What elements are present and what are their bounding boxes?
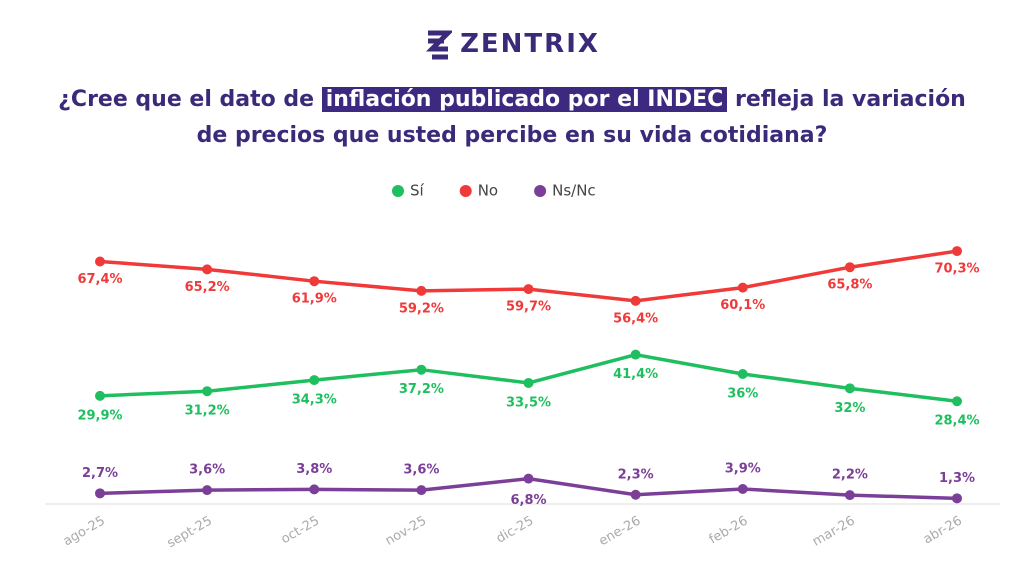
x-tick-label: ago-25 — [61, 514, 108, 550]
data-label: 65,8% — [827, 278, 872, 293]
data-point — [737, 282, 748, 293]
data-label: 2,7% — [82, 466, 118, 481]
data-label: 3,6% — [189, 463, 225, 478]
legend-marker — [459, 185, 472, 197]
data-label: 33,5% — [506, 395, 551, 410]
series-line — [99, 352, 958, 403]
data-point — [523, 284, 534, 295]
data-label: 6,8% — [510, 493, 546, 508]
data-label: 60,1% — [720, 298, 765, 313]
data-point — [844, 490, 855, 501]
data-label: 65,2% — [185, 280, 230, 295]
x-tick-label: mar-26 — [810, 514, 858, 550]
data-point — [95, 488, 105, 499]
data-label: 31,2% — [185, 404, 230, 419]
data-point — [309, 375, 320, 386]
x-tick-label: feb-26 — [707, 514, 751, 548]
data-label: 32% — [834, 401, 865, 416]
title-text: refleja la variación — [734, 87, 966, 112]
logo — [426, 30, 453, 60]
x-tick-label: oct-25 — [279, 514, 322, 548]
data-label: 3,8% — [296, 462, 332, 477]
data-point — [309, 276, 320, 287]
title-text: de precios que usted percibe en su vida … — [196, 123, 828, 148]
data-point — [202, 264, 213, 275]
chart-title: ¿Cree que el dato de inflación publicado… — [0, 82, 1024, 154]
legend-marker — [534, 185, 547, 197]
data-label: 29,9% — [77, 408, 122, 423]
data-label: 34,3% — [292, 393, 337, 408]
legend-label: Ns/Nc — [552, 182, 596, 200]
data-label: 2,2% — [832, 468, 868, 483]
data-point — [844, 383, 855, 394]
data-label: 3,6% — [403, 463, 439, 478]
data-point — [309, 484, 320, 495]
data-label: 37,2% — [399, 382, 444, 397]
data-point — [952, 396, 962, 407]
data-label: 1,3% — [939, 471, 975, 486]
data-label: 59,7% — [506, 300, 551, 315]
x-tick-label: ene-26 — [596, 514, 643, 550]
data-point — [95, 256, 105, 267]
data-point — [844, 262, 855, 273]
data-point — [523, 473, 534, 484]
data-label: 59,2% — [399, 301, 444, 316]
data-point — [630, 295, 641, 306]
brand-name: ZENTRIX — [460, 29, 600, 59]
legend-marker — [392, 185, 404, 197]
data-label: 28,4% — [934, 414, 979, 429]
data-point — [952, 246, 962, 257]
data-label: 56,4% — [613, 311, 658, 326]
data-label: 3,9% — [725, 462, 761, 477]
data-point — [523, 377, 534, 388]
header: ZENTRIX ¿Cree que el dato de inflación p… — [0, 0, 1024, 154]
legend-label: No — [478, 182, 498, 200]
brand: ZENTRIX — [0, 26, 1024, 62]
data-label: 61,9% — [292, 292, 337, 307]
x-tick-label: abr-26 — [921, 514, 965, 548]
data-point — [416, 485, 427, 496]
data-point — [630, 489, 641, 500]
data-point — [737, 484, 748, 495]
data-point — [630, 349, 641, 360]
title-highlight: inflación publicado por el INDEC — [321, 87, 728, 112]
data-label: 70,3% — [934, 262, 979, 277]
data-label: 41,4% — [613, 367, 658, 382]
x-tick-label: dic-25 — [494, 514, 536, 547]
data-point — [202, 485, 213, 496]
x-tick-label: nov-25 — [383, 514, 429, 549]
data-label: 36% — [727, 387, 758, 402]
data-point — [737, 369, 748, 379]
data-point — [202, 386, 213, 397]
title-text: ¿Cree que el dato de — [58, 87, 315, 112]
data-point — [952, 493, 962, 504]
x-tick-label: sept-25 — [165, 514, 215, 552]
legend-label: Sí — [410, 182, 425, 200]
data-point — [416, 364, 427, 375]
data-label: 67,4% — [77, 272, 122, 287]
data-label: 2,3% — [618, 467, 654, 482]
data-point — [95, 390, 105, 401]
data-point — [416, 285, 427, 296]
